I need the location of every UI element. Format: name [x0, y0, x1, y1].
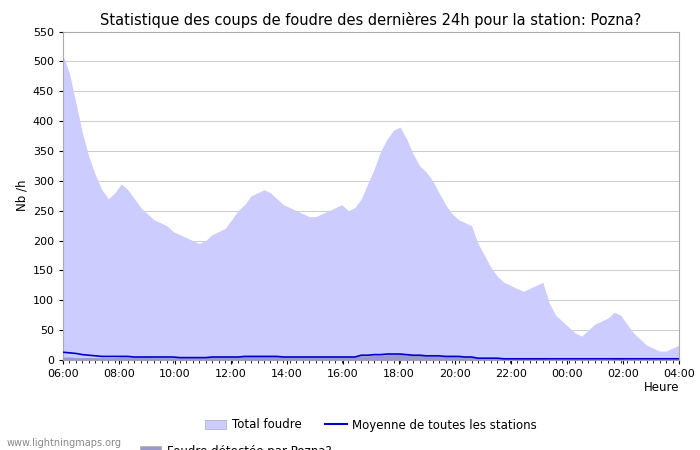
Y-axis label: Nb /h: Nb /h: [15, 180, 29, 211]
Legend: Foudre détectée par Pozna?: Foudre détectée par Pozna?: [135, 440, 336, 450]
Text: Heure: Heure: [643, 381, 679, 394]
Title: Statistique des coups de foudre des dernières 24h pour la station: Pozna?: Statistique des coups de foudre des dern…: [100, 12, 642, 27]
Text: www.lightningmaps.org: www.lightningmaps.org: [7, 438, 122, 448]
